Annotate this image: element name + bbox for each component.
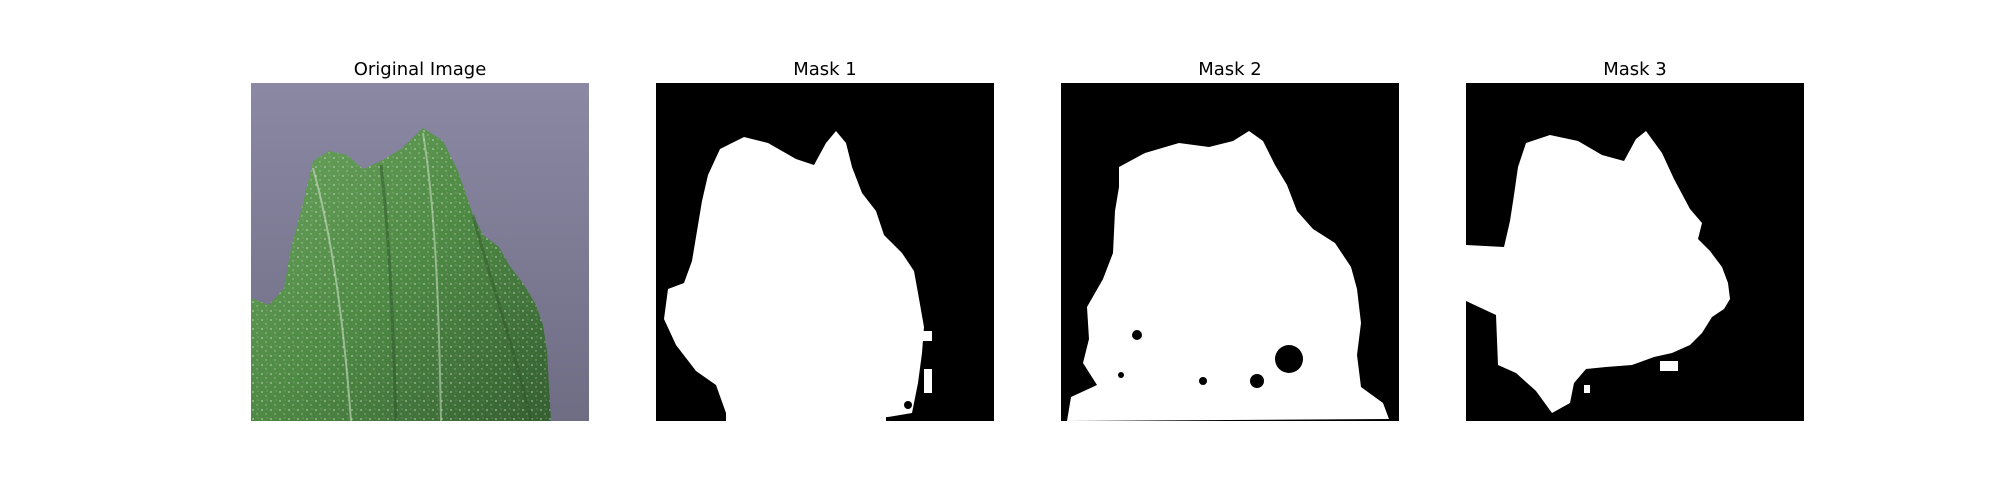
panel-title: Mask 1 xyxy=(793,59,857,80)
leaf-frost-overlay xyxy=(251,128,551,421)
mask-image xyxy=(656,83,994,421)
mask-image xyxy=(1061,83,1399,421)
mask-region xyxy=(1466,131,1730,413)
panel-title: Mask 2 xyxy=(1198,59,1262,80)
leaf-vein xyxy=(422,132,442,421)
panel-original-image: Original Image xyxy=(251,59,589,421)
mask-hole xyxy=(1118,372,1124,378)
mask-fragment xyxy=(726,383,886,421)
mask-hole xyxy=(1250,374,1264,388)
leaf-fold xyxy=(379,164,398,421)
mask-fragment xyxy=(918,331,932,341)
mask-hole xyxy=(904,401,912,409)
leaf-fold xyxy=(471,214,533,421)
panel-mask-2: Mask 2 xyxy=(1061,59,1399,421)
mask-fragment xyxy=(924,369,932,393)
panel-mask-1: Mask 1 xyxy=(656,59,994,421)
mask-hole xyxy=(711,404,721,414)
leaf-vein xyxy=(312,167,352,421)
mask-region xyxy=(1067,131,1389,421)
panel-mask-3: Mask 3 xyxy=(1466,59,1804,421)
mask-fragment xyxy=(1660,361,1678,371)
panel-title: Mask 3 xyxy=(1603,59,1667,80)
mask-hole xyxy=(1132,330,1142,340)
mask-image xyxy=(1466,83,1804,421)
panel-title: Original Image xyxy=(353,59,487,80)
mask-hole xyxy=(1199,377,1207,385)
mask-fragment xyxy=(1584,385,1590,393)
mask-hole xyxy=(1275,345,1303,373)
mask-region xyxy=(664,131,924,421)
original-image xyxy=(251,83,589,421)
